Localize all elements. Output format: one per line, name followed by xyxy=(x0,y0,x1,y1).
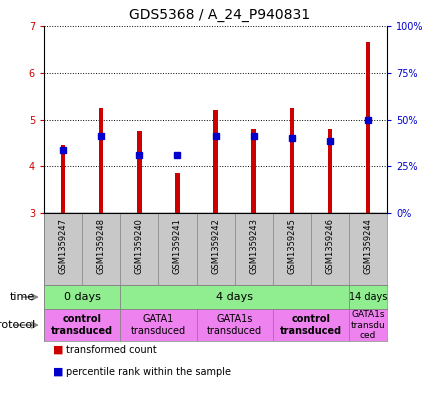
Text: 4 days: 4 days xyxy=(216,292,253,302)
Text: control
transduced: control transduced xyxy=(280,314,342,336)
Bar xyxy=(197,309,273,341)
Text: GATA1s
transdu
ced: GATA1s transdu ced xyxy=(351,310,385,340)
Bar xyxy=(349,285,387,309)
Bar xyxy=(120,309,197,341)
Text: GSM1359243: GSM1359243 xyxy=(249,218,258,274)
Bar xyxy=(44,309,120,341)
Bar xyxy=(213,110,218,213)
Text: GSM1359240: GSM1359240 xyxy=(135,218,144,274)
Text: ■: ■ xyxy=(53,345,63,355)
Text: GSM1359247: GSM1359247 xyxy=(59,218,68,274)
Text: GSM1359244: GSM1359244 xyxy=(363,218,373,274)
Text: 14 days: 14 days xyxy=(349,292,387,302)
Bar xyxy=(137,131,142,213)
Text: GATA1s
transduced: GATA1s transduced xyxy=(207,314,262,336)
Bar xyxy=(175,173,180,213)
Bar xyxy=(273,309,349,341)
Text: transformed count: transformed count xyxy=(66,345,157,355)
Text: GDS5368 / A_24_P940831: GDS5368 / A_24_P940831 xyxy=(129,8,311,22)
Text: GSM1359248: GSM1359248 xyxy=(97,218,106,274)
Text: control
transduced: control transduced xyxy=(51,314,113,336)
Bar xyxy=(349,309,387,341)
Bar xyxy=(120,285,349,309)
Bar xyxy=(251,129,256,213)
Text: GSM1359241: GSM1359241 xyxy=(173,218,182,274)
Bar xyxy=(44,285,120,309)
Bar xyxy=(61,145,66,213)
Text: GSM1359246: GSM1359246 xyxy=(326,218,334,274)
Text: GSM1359242: GSM1359242 xyxy=(211,218,220,274)
Bar xyxy=(99,108,103,213)
Text: 0 days: 0 days xyxy=(64,292,101,302)
Text: GSM1359245: GSM1359245 xyxy=(287,218,297,274)
Bar xyxy=(328,129,332,213)
Text: time: time xyxy=(10,292,35,302)
Text: GATA1
transduced: GATA1 transduced xyxy=(131,314,186,336)
Text: protocol: protocol xyxy=(0,320,35,330)
Bar xyxy=(290,108,294,213)
Bar xyxy=(366,42,370,213)
Text: ■: ■ xyxy=(53,367,63,376)
Text: percentile rank within the sample: percentile rank within the sample xyxy=(66,367,231,376)
